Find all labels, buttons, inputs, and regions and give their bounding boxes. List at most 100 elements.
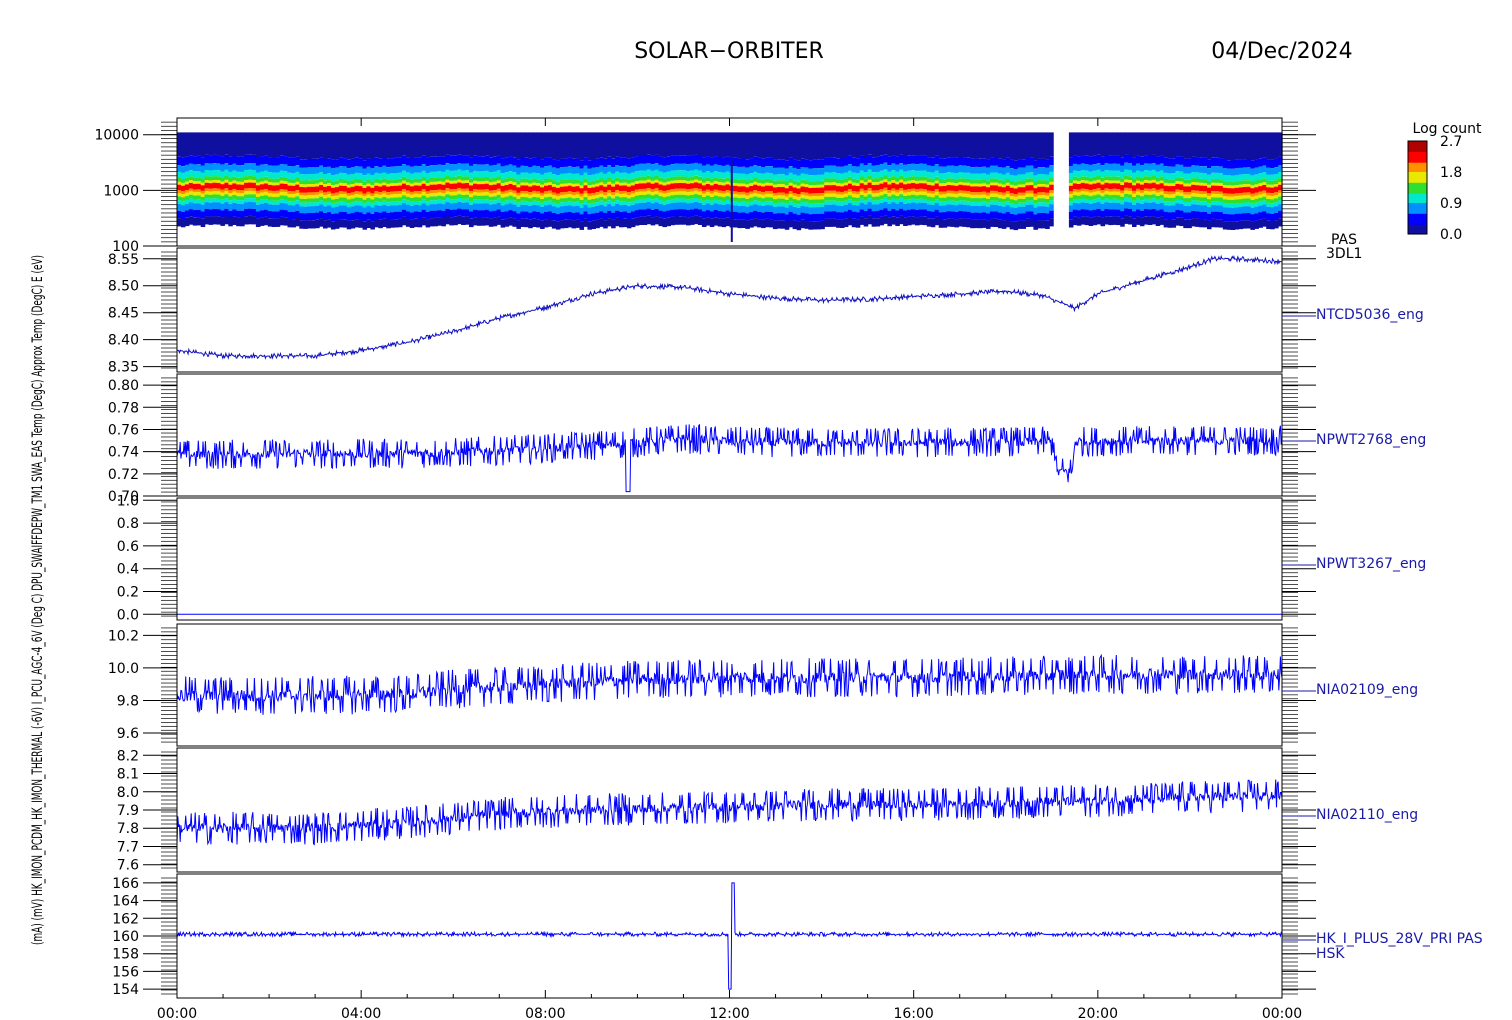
heatmap-cell [1100, 200, 1106, 204]
heatmap-cell [283, 183, 289, 190]
heatmap-cell [1096, 191, 1102, 195]
heatmap-cell [504, 165, 510, 173]
heatmap-cell [879, 209, 885, 217]
heatmap-cell [255, 218, 261, 227]
colorbar-cell [1408, 193, 1427, 196]
heatmap-cell [674, 216, 679, 225]
heatmap-cell [1021, 195, 1027, 199]
y-tick-label: 7.8 [117, 821, 139, 837]
heatmap-cell [1021, 159, 1027, 168]
heatmap-cell [725, 190, 731, 193]
heatmap-cell [1092, 191, 1098, 196]
heatmap-cell [899, 132, 904, 155]
heatmap-cell [1270, 203, 1275, 208]
heatmap-cell [926, 211, 932, 219]
heatmap-cell [378, 173, 383, 180]
heatmap-cell [255, 197, 261, 201]
heatmap-cell [1211, 205, 1216, 212]
heatmap-cell [859, 209, 865, 217]
heatmap-cell [382, 185, 387, 191]
heatmap-cell [843, 132, 849, 158]
heatmap-cell [717, 178, 723, 183]
heatmap-cell [1132, 132, 1137, 158]
heatmap-cell [942, 173, 948, 180]
heatmap-cell [180, 172, 186, 179]
heatmap-cell [1108, 191, 1113, 195]
heatmap-cell [907, 132, 912, 156]
heatmap-cell [1254, 192, 1259, 196]
colorbar-cell [1408, 212, 1427, 215]
heatmap-cell [1254, 132, 1259, 160]
heatmap-cell [942, 212, 948, 220]
colorbar-cell [1408, 201, 1427, 204]
heatmap-cell [1136, 163, 1141, 171]
heatmap-cell [828, 172, 833, 179]
time-axis: 00:00 04:00 08:00 12:00 16:00 20:00 00:00 [157, 118, 1302, 1020]
heatmap-cell [528, 202, 533, 206]
heatmap-cell [1151, 191, 1157, 195]
heatmap-cell [350, 198, 356, 203]
heatmap-cell [599, 157, 604, 166]
colorbar-cell [1408, 162, 1427, 165]
heatmap-cell [409, 219, 415, 228]
colorbar-cell [1408, 209, 1427, 212]
heatmap-cell [1033, 132, 1038, 161]
heatmap-cell [1222, 168, 1228, 175]
heatmap-cell [315, 206, 320, 213]
heatmap-cell [291, 201, 296, 206]
heatmap-cell [828, 200, 833, 205]
heatmap-cell [1238, 203, 1244, 207]
heatmap-cell [476, 192, 482, 196]
heatmap-cell [390, 191, 395, 195]
heatmap-cell [757, 219, 762, 228]
heatmap-cell [1116, 195, 1121, 199]
heatmap-cell [567, 194, 573, 198]
heatmap-cell [323, 206, 328, 213]
heatmap-cell [1218, 194, 1224, 198]
heatmap-cell [1242, 195, 1248, 199]
heatmap-cell [409, 173, 415, 180]
heatmap-cell [583, 190, 589, 194]
heatmap-cell [1128, 191, 1133, 195]
heatmap-cell [591, 206, 596, 214]
heatmap-cell [390, 132, 395, 159]
heatmap-cell [524, 211, 529, 219]
heatmap-cell [516, 192, 521, 196]
heatmap-cell [401, 199, 407, 204]
heatmap-cell [666, 196, 671, 201]
heatmap-cell [188, 191, 194, 195]
colorbar-cell [1408, 196, 1427, 199]
heatmap-cell [630, 182, 636, 186]
heatmap-cell [232, 163, 237, 171]
heatmap-cell [958, 157, 963, 166]
heatmap-cell [548, 132, 553, 158]
heatmap-cell [271, 218, 277, 227]
heatmap-cell [1274, 186, 1279, 193]
heatmap-cell [982, 205, 987, 213]
heatmap-cell [1092, 155, 1098, 164]
heatmap-cell [634, 210, 640, 218]
heatmap-cell [741, 166, 746, 174]
heatmap-cell [1017, 202, 1023, 207]
heatmap-cell [259, 203, 265, 211]
heatmap-cell [192, 164, 198, 172]
heatmap-cell [1278, 196, 1283, 201]
heatmap-cell [804, 174, 810, 181]
heatmap-cell [1214, 157, 1220, 167]
heatmap-cell [540, 206, 545, 214]
heatmap-cell [986, 159, 991, 168]
heatmap-cell [1072, 195, 1078, 199]
heatmap-cell [607, 218, 612, 227]
heatmap-cell [911, 198, 916, 203]
colorbar-cell [1408, 192, 1427, 195]
heatmap-cell [737, 186, 742, 192]
heatmap-cell [299, 167, 304, 175]
heatmap-cell [1262, 196, 1267, 201]
heatmap-cell [828, 182, 833, 186]
heatmap-cell [737, 179, 742, 184]
heatmap-cell [1163, 201, 1169, 206]
heatmap-cell [330, 203, 336, 208]
heatmap-cell [567, 132, 573, 158]
heatmap-cell [737, 202, 742, 206]
